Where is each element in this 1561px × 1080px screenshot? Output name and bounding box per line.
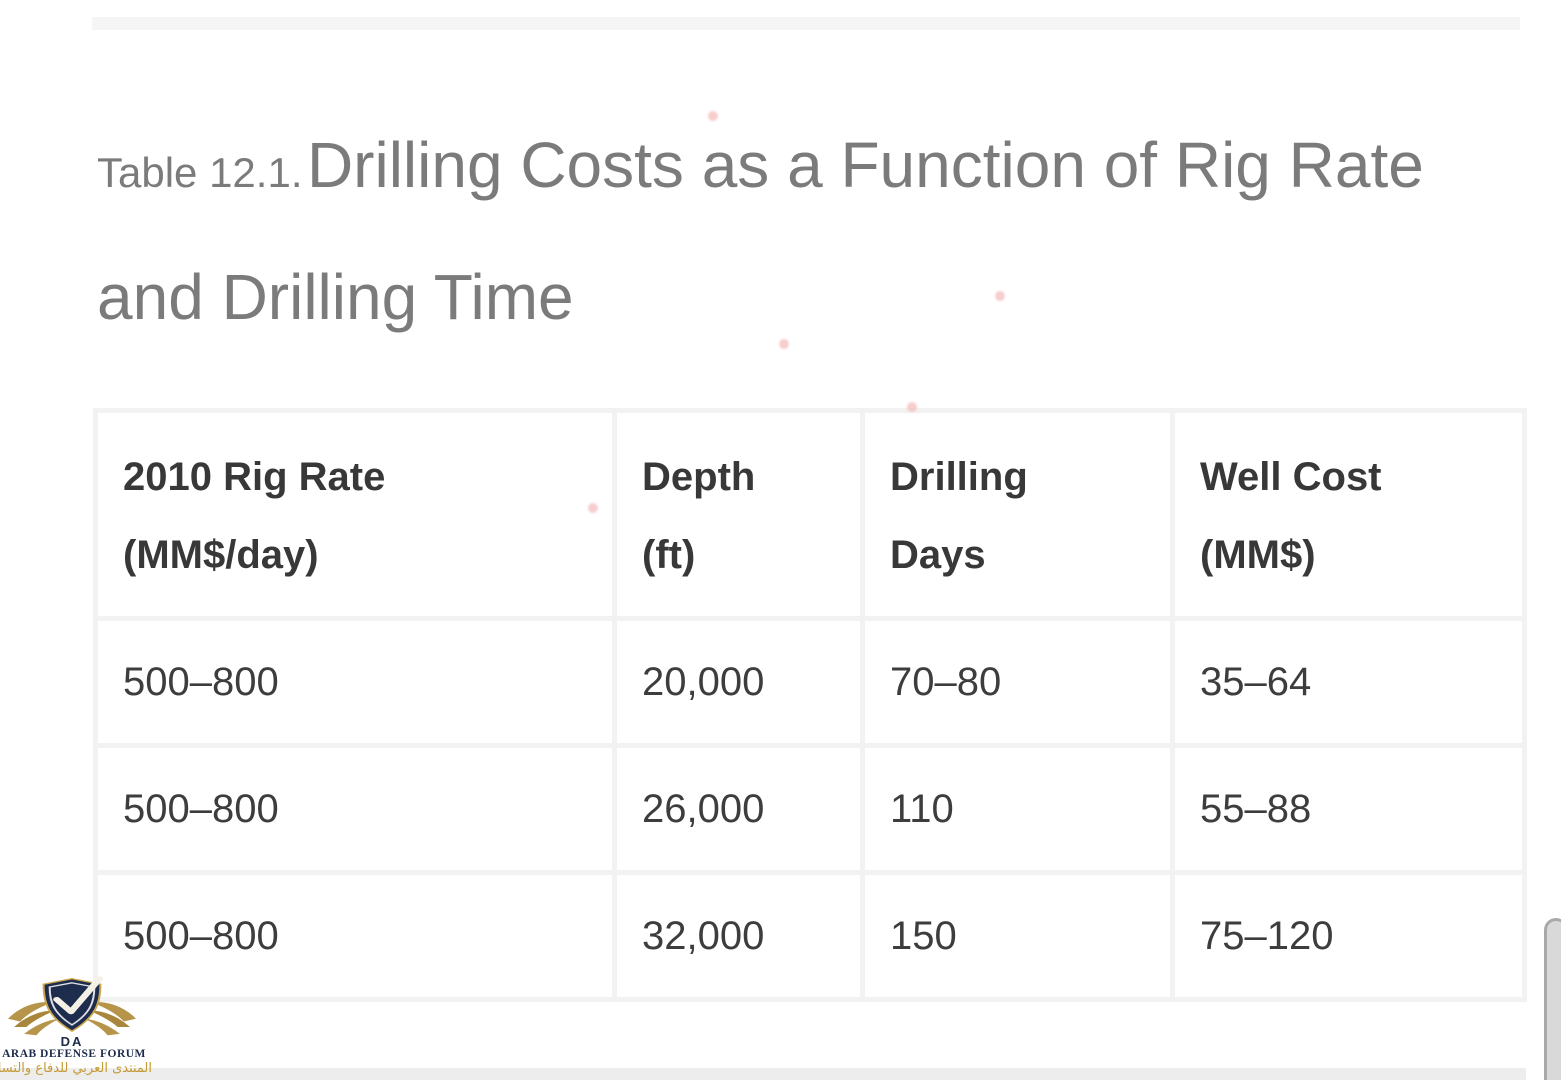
header-line: 2010 Rig Rate <box>123 455 386 499</box>
table-caption-title: Drilling Costs as a Function of Rig Rate… <box>97 129 1424 333</box>
column-header-depth: Depth (ft) <box>612 408 865 621</box>
watermark-monogram: DA <box>60 1034 84 1049</box>
cell-drilling-days: 110 <box>860 743 1175 875</box>
cell-drilling-days: 150 <box>860 870 1175 1002</box>
cell-well-cost: 75–120 <box>1170 870 1527 1002</box>
cell-rig-rate: 500–800 <box>93 870 617 1002</box>
header-line: Drilling <box>890 455 1028 499</box>
table-header-row: 2010 Rig Rate (MM$/day) Depth (ft) Drill… <box>93 408 1527 621</box>
column-header-rig-rate: 2010 Rig Rate (MM$/day) <box>93 408 617 621</box>
vertical-scrollbar-thumb[interactable] <box>1544 918 1561 1080</box>
page-divider-top <box>92 17 1520 30</box>
header-line: (ft) <box>642 533 696 577</box>
cell-depth: 32,000 <box>612 870 865 1002</box>
drilling-costs-table: 2010 Rig Rate (MM$/day) Depth (ft) Drill… <box>93 408 1527 1002</box>
speckle-mark <box>588 503 598 513</box>
cell-rig-rate: 500–800 <box>93 743 617 875</box>
shield-wings-icon <box>8 976 136 1036</box>
speckle-mark <box>907 402 917 412</box>
header-line: Depth <box>642 455 756 499</box>
speckle-mark <box>708 111 718 121</box>
cell-drilling-days: 70–80 <box>860 616 1175 748</box>
cell-depth: 26,000 <box>612 743 865 875</box>
watermark-org-name: ARAB DEFENSE FORUM <box>2 1048 146 1060</box>
watermark-org-name-arabic: المنتدى العربي للدفاع والتسليح <box>0 1061 152 1076</box>
watermark-logo: DA ARAB DEFENSE FORUM المنتدى العربي للد… <box>0 970 152 1080</box>
speckle-mark <box>779 339 789 349</box>
table-row: 500–800 26,000 110 55–88 <box>93 743 1527 875</box>
header-line: Well Cost <box>1200 455 1382 499</box>
cell-well-cost: 55–88 <box>1170 743 1527 875</box>
page-divider-bottom <box>0 1068 1526 1080</box>
header-line: (MM$) <box>1200 533 1316 577</box>
table-caption-label: Table 12.1. <box>97 149 303 196</box>
header-line: Days <box>890 533 986 577</box>
column-header-well-cost: Well Cost (MM$) <box>1170 408 1527 621</box>
cell-well-cost: 35–64 <box>1170 616 1527 748</box>
table-row: 500–800 20,000 70–80 35–64 <box>93 616 1527 748</box>
header-line: (MM$/day) <box>123 533 319 577</box>
column-header-drilling-days: Drilling Days <box>860 408 1175 621</box>
table-row: 500–800 32,000 150 75–120 <box>93 870 1527 1002</box>
cell-depth: 20,000 <box>612 616 865 748</box>
table-caption: Table 12.1. Drilling Costs as a Function… <box>97 108 1492 372</box>
speckle-mark <box>995 291 1005 301</box>
cell-rig-rate: 500–800 <box>93 616 617 748</box>
